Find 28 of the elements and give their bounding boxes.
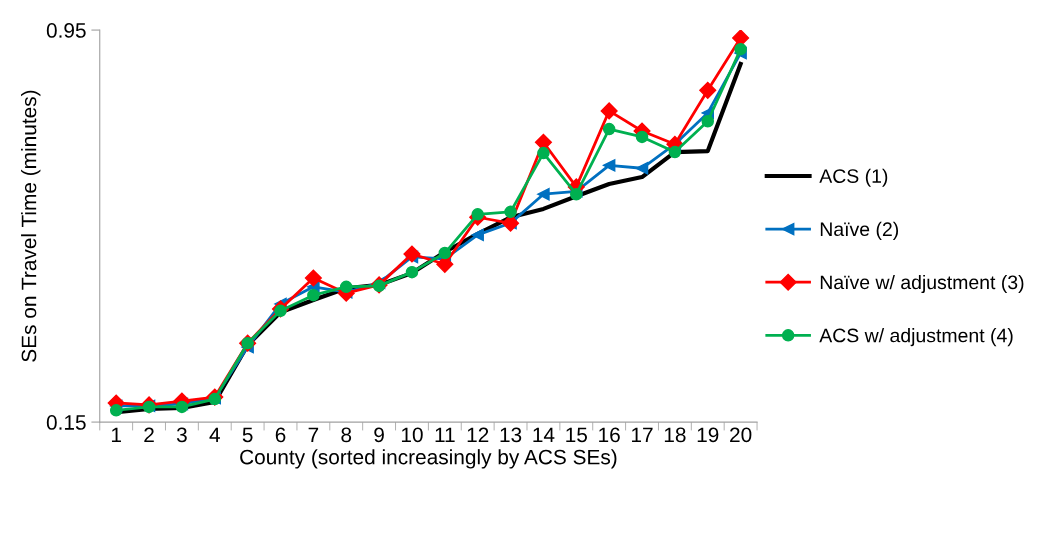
x-tick-label: 20: [730, 427, 752, 443]
x-tick-label: 10: [401, 427, 423, 443]
x-tick-label: 7: [308, 427, 319, 443]
x-tick-label: 3: [176, 427, 187, 443]
legend-label: Naïve (2): [820, 221, 899, 240]
y-tick-label: 0.95: [46, 23, 86, 38]
x-tick-label: 16: [599, 427, 620, 443]
x-tick-label: 12: [467, 427, 489, 443]
x-tick-label: 13: [500, 427, 522, 443]
x-tick-label: 17: [632, 427, 653, 443]
legend-label: ACS (1): [819, 168, 888, 187]
y-axis-title: SEs on Travel Time (minutes): [21, 90, 41, 362]
x-tick-label: 8: [341, 427, 352, 443]
x-tick-label: 9: [374, 427, 384, 443]
x-tick-label: 11: [435, 427, 455, 443]
x-tick-label: 4: [209, 427, 220, 443]
x-tick-label: 15: [566, 427, 588, 443]
x-tick-label: 1: [111, 427, 121, 443]
x-tick-label: 18: [664, 427, 686, 443]
x-tick-label: 19: [697, 427, 719, 443]
x-axis-title: County (sorted increasingly by ACS SEs): [240, 449, 617, 469]
y-tick-label: 0.15: [46, 415, 86, 430]
x-tick-label: 6: [275, 427, 286, 443]
legend-label: Naïve w/ adjustment (3): [820, 274, 1024, 294]
x-tick-label: 14: [533, 427, 555, 443]
x-tick-label: 5: [242, 427, 253, 443]
legend-label: ACS w/ adjustment (4): [819, 328, 1013, 347]
x-tick-label: 2: [144, 427, 154, 443]
